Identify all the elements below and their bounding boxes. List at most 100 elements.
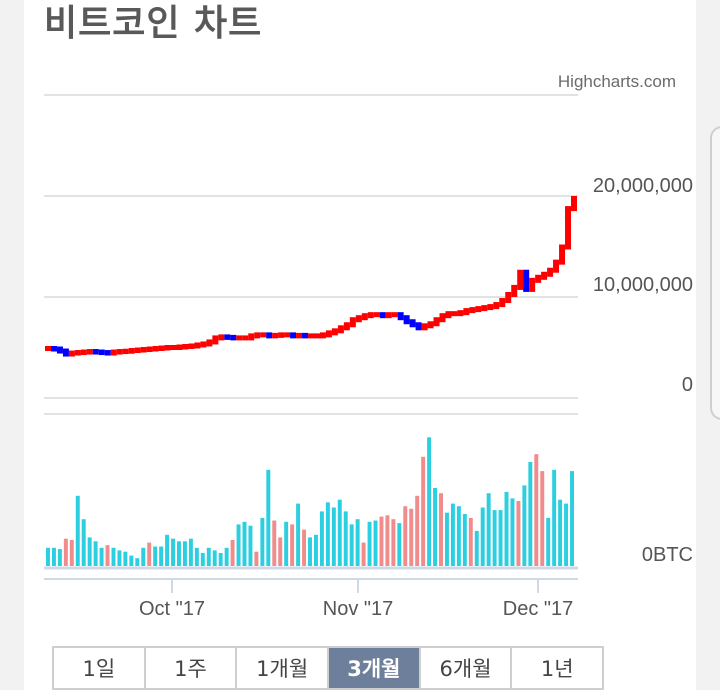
range-button-1d[interactable]: 1일 [54, 648, 146, 688]
price-candle [523, 269, 530, 292]
volume-bar [433, 488, 438, 566]
price-candle [511, 284, 518, 297]
volume-bar [212, 550, 217, 566]
price-candle [367, 312, 374, 319]
volume-bar [462, 514, 467, 566]
volume-bar [409, 508, 414, 566]
volume-bar [468, 517, 473, 566]
volume-bar [93, 541, 98, 566]
price-candle [188, 343, 195, 349]
volume-bar [528, 462, 533, 566]
volume-bar [391, 519, 396, 566]
price-candle [45, 346, 51, 352]
volume-bar [570, 471, 574, 566]
volume-bar [421, 456, 426, 566]
price-candle [248, 333, 255, 341]
price-candle [230, 334, 237, 341]
price-candle [200, 341, 207, 348]
price-candle [361, 313, 368, 321]
price-candle [331, 328, 338, 336]
price-candle [80, 349, 87, 356]
price-candle [433, 317, 440, 327]
volume-bar [379, 516, 384, 566]
volume-bar [308, 537, 312, 566]
price-candle [457, 310, 464, 317]
range-button-3m[interactable]: 3개월 [329, 648, 421, 688]
price-candle [158, 345, 165, 352]
volume-bar [165, 534, 170, 566]
price-candle [475, 306, 482, 313]
price-candle [134, 347, 141, 354]
price-candle [427, 321, 434, 329]
range-button-1m[interactable]: 1개월 [237, 648, 330, 688]
price-candle [547, 267, 554, 277]
volume-bar [159, 546, 164, 566]
volume-bar [135, 558, 140, 566]
volume-bar [200, 553, 205, 566]
volume-bar [105, 545, 110, 566]
volume-bar [260, 517, 265, 566]
price-candle [266, 332, 273, 339]
volume-bar [278, 537, 283, 566]
volume-bar [218, 553, 223, 566]
range-button-6m[interactable]: 6개월 [421, 648, 513, 688]
price-candle [541, 271, 548, 280]
price-candle [391, 312, 398, 318]
volume-bar [236, 524, 241, 566]
volume-bar [117, 550, 122, 566]
x-tick-label: Oct "17 [139, 598, 205, 620]
range-selector: 1일 1주 1개월 3개월 6개월 1년 [52, 646, 604, 690]
range-button-1w[interactable]: 1주 [146, 648, 238, 688]
price-candle [98, 349, 105, 356]
price-candle [62, 348, 69, 357]
highcharts-credit-link[interactable]: Highcharts.com [557, 72, 676, 91]
volume-bar [546, 517, 551, 566]
price-candle [110, 349, 117, 356]
volume-axis-label: 0BTC [642, 544, 693, 566]
volume-bar [325, 502, 330, 566]
grid-lines [44, 94, 578, 415]
volume-bar [99, 547, 104, 566]
volume-bar [206, 547, 211, 566]
price-candle [236, 335, 243, 341]
price-candle [349, 317, 356, 328]
price-candle [104, 350, 111, 356]
price-candle [116, 349, 123, 355]
price-candle [50, 346, 57, 352]
volume-bar [415, 495, 420, 566]
volume-bar [498, 510, 503, 566]
price-candle [481, 305, 488, 312]
volume-bar [171, 538, 176, 566]
volume-bar [522, 485, 527, 566]
price-candle [290, 332, 297, 339]
x-tick-label: Nov "17 [323, 598, 393, 620]
price-candle [278, 332, 285, 338]
price-candle [535, 274, 542, 283]
range-button-1y[interactable]: 1년 [540, 657, 574, 681]
y-tick-label: 10,000,000 [593, 274, 693, 296]
volume-bar [540, 471, 545, 566]
volume-bar [284, 521, 289, 566]
chart-card [24, 0, 696, 690]
price-candle [68, 350, 75, 357]
price-candle [421, 323, 428, 331]
price-candle [469, 307, 476, 314]
volume-bar [331, 507, 336, 566]
price-candle [529, 277, 536, 292]
volume-bar [69, 540, 74, 566]
price-candle [74, 350, 81, 356]
volume-bar [111, 547, 116, 566]
price-candle [122, 348, 129, 355]
volume-bar [123, 551, 128, 566]
price-candle [206, 339, 213, 347]
price-candle [164, 344, 171, 351]
price-candle [403, 315, 410, 325]
price-candle [517, 269, 524, 290]
price-candle [92, 349, 99, 355]
volume-bar [474, 530, 479, 566]
volume-bar [51, 547, 56, 566]
volume-series [46, 437, 574, 566]
volume-bar [254, 551, 259, 566]
price-candle [355, 315, 362, 323]
price-candle [343, 322, 350, 331]
